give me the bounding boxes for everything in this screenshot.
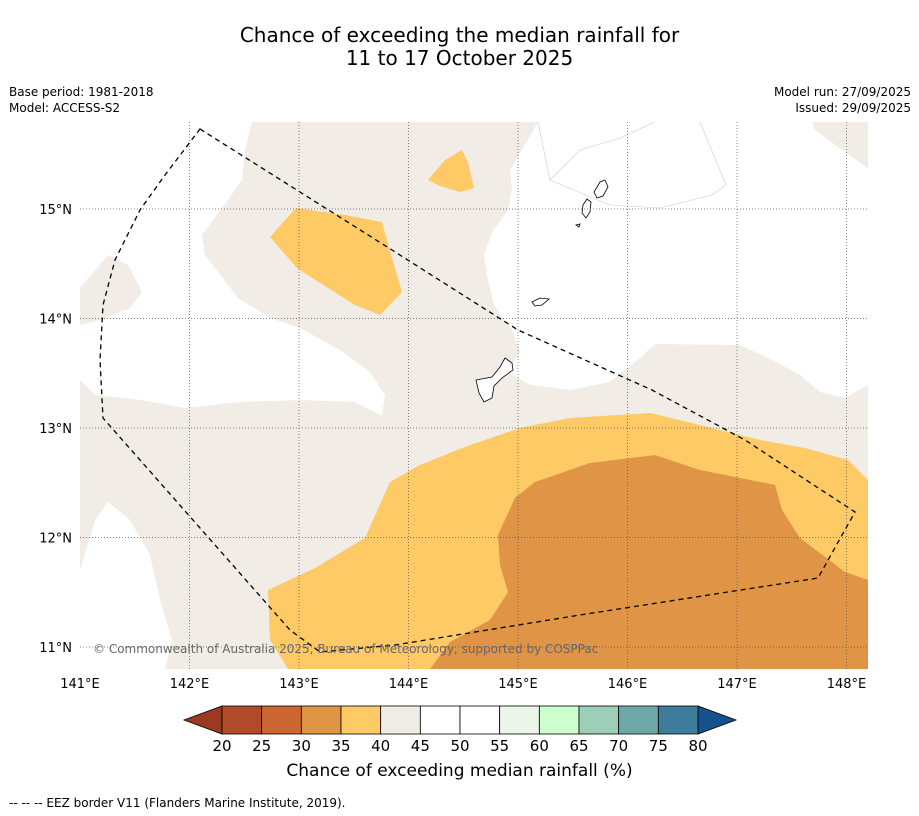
- lon-tick-label: 142°E: [170, 677, 210, 692]
- lon-tick-label: 143°E: [279, 677, 319, 692]
- colorbar-swatch: [459, 705, 501, 735]
- colorbar-swatch: [340, 705, 382, 735]
- colorbar-tick-label: 20: [212, 737, 231, 755]
- map-fields: [80, 122, 868, 669]
- island-tinian: [581, 198, 592, 219]
- lon-tick-label: 144°E: [389, 677, 429, 692]
- colorbar-swatch: [578, 705, 620, 735]
- chart-title-line2: 11 to 17 October 2025: [345, 46, 574, 70]
- island-aguijan: [575, 223, 581, 228]
- orange-region: [430, 455, 868, 669]
- colorbar-swatch: [538, 705, 580, 735]
- eez-border: [99, 128, 856, 653]
- lat-tick-label: 13°N: [39, 422, 72, 437]
- lat-tick-label: 15°N: [39, 203, 72, 218]
- chart-title-line1: Chance of exceeding the median rainfall …: [239, 23, 680, 47]
- colorbar-tick-label: 75: [649, 737, 668, 755]
- colorbar: 20 25 30 35 40 45 50 55 60 65 70 75 80: [182, 705, 738, 755]
- colorbar-swatch: [499, 705, 540, 735]
- neutral-region-ne: [812, 122, 868, 168]
- colorbar-swatch: [657, 705, 699, 735]
- colorbar-title: Chance of exceeding median rainfall (%): [286, 761, 633, 781]
- gridlines: [80, 122, 868, 669]
- neutral-region-west: [80, 255, 142, 325]
- meta-left: Base period: 1981-2018 Model: ACCESS-S2: [9, 84, 154, 116]
- colorbar-tick-label: 25: [252, 737, 271, 755]
- issued-date: Issued: 29/09/2025: [795, 101, 911, 115]
- island-saipan: [593, 179, 609, 199]
- eez-legend-note: -- -- -- EEZ border V11 (Flanders Marine…: [9, 796, 346, 810]
- lat-tick-labels: 15°N 14°N 13°N 12°N 11°N: [39, 203, 72, 656]
- lat-tick-label: 14°N: [39, 313, 72, 328]
- colorbar-tick-label: 50: [450, 737, 469, 755]
- lon-tick-label: 146°E: [608, 677, 648, 692]
- colorbar-swatch: [261, 705, 302, 735]
- colorbar-swatch: [380, 705, 421, 735]
- meta-right: Model run: 27/09/2025 Issued: 29/09/2025: [774, 84, 911, 116]
- colorbar-swatch: [221, 705, 263, 735]
- island-guam: [475, 357, 514, 403]
- colorbar-tick-label: 60: [530, 737, 549, 755]
- lat-tick-label: 11°N: [39, 641, 72, 656]
- colorbar-tick-label: 35: [331, 737, 350, 755]
- colorbar-above-arrow: [697, 705, 738, 735]
- lat-tick-label: 12°N: [39, 532, 72, 547]
- colorbar-swatch: [300, 705, 342, 735]
- base-period: Base period: 1981-2018: [9, 85, 154, 99]
- colorbar-tick-label: 80: [688, 737, 707, 755]
- yellow-region-small: [428, 150, 474, 192]
- colorbar-tick-label: 55: [490, 737, 509, 755]
- island-rota: [531, 297, 550, 307]
- lon-tick-label: 141°E: [60, 677, 100, 692]
- model-name: Model: ACCESS-S2: [9, 101, 121, 115]
- colorbar-swatch: [419, 705, 461, 735]
- white-pocket-sw: [80, 502, 172, 669]
- colorbar-tick-label: 70: [609, 737, 628, 755]
- copyright-text: © Commonwealth of Australia 2025, Bureau…: [93, 642, 598, 656]
- lon-tick-label: 148°E: [827, 677, 867, 692]
- lon-tick-labels: 141°E 142°E 143°E 144°E 145°E 146°E 147°E 148°E: [60, 677, 866, 692]
- model-run: Model run: 27/09/2025: [773, 85, 911, 99]
- colorbar-tick-label: 65: [569, 737, 588, 755]
- colorbar-below-arrow: [182, 705, 223, 735]
- colorbar-swatch: [618, 705, 659, 735]
- colorbar-tick-label: 40: [371, 737, 390, 755]
- lon-tick-label: 147°E: [717, 677, 757, 692]
- lon-tick-label: 145°E: [498, 677, 538, 692]
- contour-outline: [537, 122, 727, 209]
- colorbar-tick-label: 45: [411, 737, 430, 755]
- colorbar-tick-label: 30: [292, 737, 311, 755]
